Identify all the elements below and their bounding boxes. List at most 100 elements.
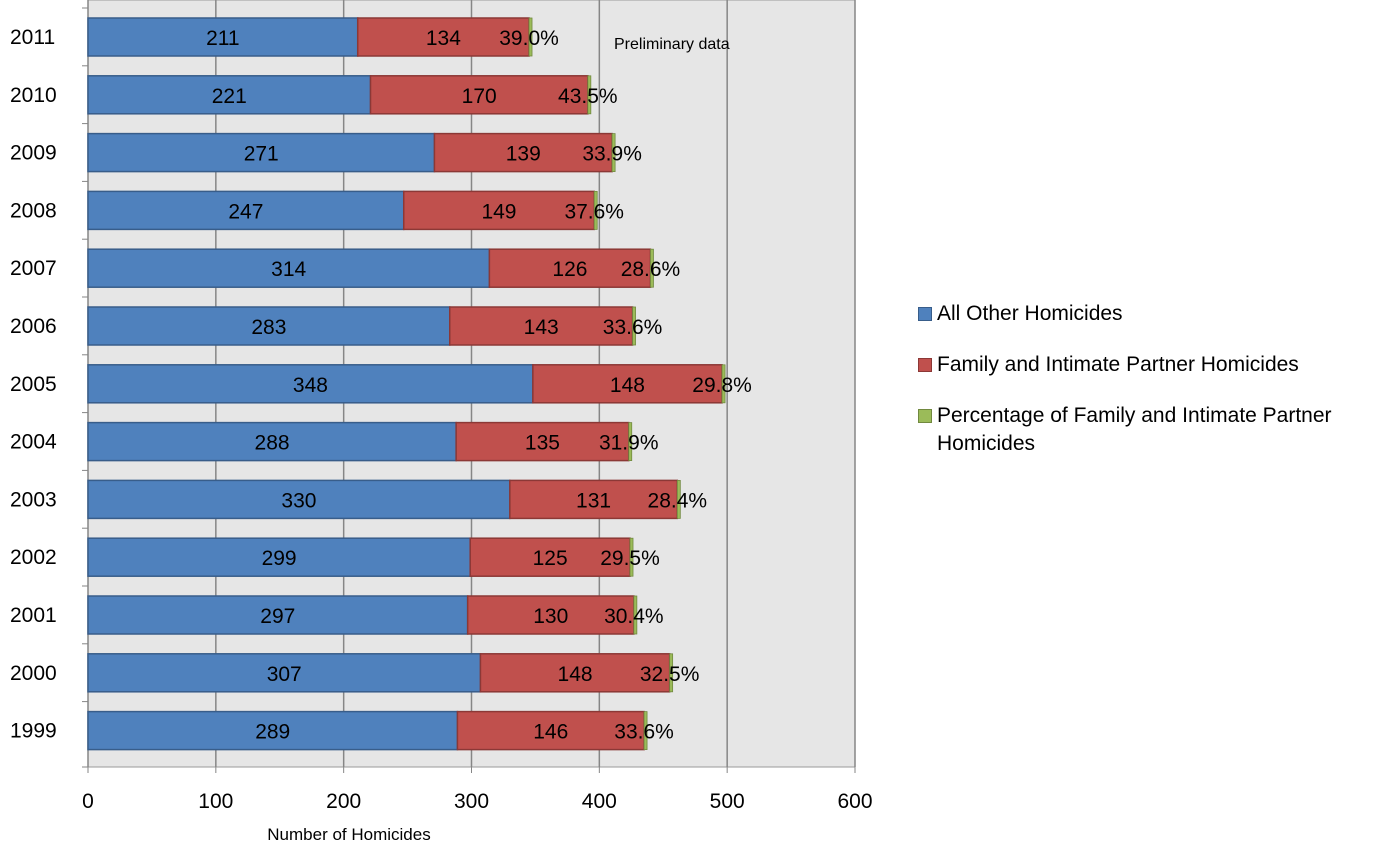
data-label-family-intimate: 135 xyxy=(525,432,560,455)
legend-item-percentage: Percentage of Family and Intimate Partne… xyxy=(918,402,1358,458)
bar-family-intimate xyxy=(479,653,671,693)
data-label-all-other: 289 xyxy=(255,721,290,744)
y-category-label: 2003 xyxy=(10,488,57,511)
data-label-family-intimate: 131 xyxy=(576,489,611,512)
y-category-label: 2011 xyxy=(10,26,55,49)
bar-percentage xyxy=(593,190,598,230)
data-label-all-other: 271 xyxy=(244,143,279,166)
data-label-family-intimate: 170 xyxy=(462,85,497,108)
x-tick-label: 200 xyxy=(326,790,361,813)
data-label-percentage: 30.4% xyxy=(604,605,664,628)
bar-all-other xyxy=(87,364,534,404)
bar-percentage xyxy=(629,537,634,577)
data-label-all-other: 330 xyxy=(281,489,316,512)
data-label-family-intimate: 146 xyxy=(533,721,568,744)
bar-family-intimate xyxy=(402,190,595,231)
y-category-label: 2002 xyxy=(10,546,57,569)
data-label-percentage: 32.5% xyxy=(640,663,700,686)
bar-family-intimate xyxy=(456,710,645,751)
bar-all-other xyxy=(87,595,469,635)
bar-family-intimate xyxy=(433,132,613,173)
y-category-label: 2009 xyxy=(10,142,57,165)
x-tick-label: 400 xyxy=(582,790,617,813)
bar-all-other xyxy=(87,537,471,577)
data-label-percentage: 33.6% xyxy=(603,316,663,339)
bar-all-other xyxy=(87,132,436,173)
y-category-label: 2004 xyxy=(10,431,57,454)
legend-label-all-other: All Other Homicides xyxy=(937,302,1123,325)
y-category-label: 2010 xyxy=(10,84,57,107)
bar-family-intimate xyxy=(466,595,635,635)
data-label-percentage: 33.9% xyxy=(582,143,642,166)
x-tick-label: 100 xyxy=(198,790,233,813)
y-category-label: 2000 xyxy=(10,662,57,685)
legend-swatch-all-other xyxy=(918,307,932,321)
y-category-label: 2008 xyxy=(10,199,57,222)
data-label-family-intimate: 125 xyxy=(533,547,568,570)
bar-all-other xyxy=(87,653,482,693)
legend: All Other Homicides Family and Intimate … xyxy=(918,300,1358,481)
data-label-family-intimate: 148 xyxy=(610,374,645,397)
data-label-all-other: 307 xyxy=(267,663,302,686)
x-axis-title: Number of Homicides xyxy=(267,825,430,844)
data-label-all-other: 297 xyxy=(260,605,295,628)
y-category-label: 2007 xyxy=(10,257,57,280)
legend-item-family-intimate: Family and Intimate Partner Homicides xyxy=(918,351,1358,379)
bar-percentage xyxy=(669,653,674,693)
data-label-family-intimate: 134 xyxy=(426,27,461,50)
data-label-percentage: 29.8% xyxy=(692,374,752,397)
bar-percentage xyxy=(632,306,636,346)
legend-swatch-percentage xyxy=(918,409,932,423)
legend-swatch-family-intimate xyxy=(918,358,932,372)
y-category-label: 2001 xyxy=(10,604,57,627)
bar-all-other xyxy=(87,75,372,115)
data-label-all-other: 314 xyxy=(271,258,306,281)
data-label-all-other: 299 xyxy=(262,547,297,570)
data-label-family-intimate: 148 xyxy=(558,663,593,686)
annotation-preliminary-data: Preliminary data xyxy=(614,36,730,53)
x-tick-label: 300 xyxy=(454,790,489,813)
data-label-percentage: 43.5% xyxy=(558,85,618,108)
data-label-percentage: 31.9% xyxy=(599,432,659,455)
bar-family-intimate xyxy=(356,17,530,57)
data-label-percentage: 33.6% xyxy=(614,721,674,744)
bar-percentage xyxy=(643,711,648,750)
y-category-label: 2006 xyxy=(10,315,57,338)
y-category-label: 1999 xyxy=(10,720,57,743)
data-label-percentage: 29.5% xyxy=(600,547,660,570)
bar-all-other xyxy=(87,306,451,346)
bar-family-intimate xyxy=(469,537,631,577)
x-tick-label: 500 xyxy=(710,790,745,813)
data-label-all-other: 348 xyxy=(293,374,328,397)
data-label-percentage: 37.6% xyxy=(564,200,624,223)
bar-percentage xyxy=(611,133,616,173)
y-category-label: 2005 xyxy=(10,373,57,396)
data-label-family-intimate: 130 xyxy=(533,605,568,628)
data-label-family-intimate: 126 xyxy=(552,258,587,281)
bar-family-intimate xyxy=(488,248,652,288)
data-label-all-other: 211 xyxy=(206,27,239,50)
bar-percentage xyxy=(676,479,681,519)
x-tick-label: 0 xyxy=(82,790,94,813)
data-label-all-other: 288 xyxy=(255,432,290,455)
data-label-all-other: 283 xyxy=(251,316,286,339)
bar-percentage xyxy=(721,364,726,404)
data-label-percentage: 28.4% xyxy=(648,489,708,512)
data-label-percentage: 28.6% xyxy=(621,258,681,281)
bar-family-intimate xyxy=(532,364,723,404)
bar-all-other xyxy=(87,479,511,520)
bar-family-intimate xyxy=(449,306,634,346)
legend-label-percentage: Percentage of Family and Intimate Partne… xyxy=(937,404,1332,455)
legend-item-all-other: All Other Homicides xyxy=(918,300,1358,328)
bar-percentage xyxy=(528,17,533,57)
legend-label-family-intimate: Family and Intimate Partner Homicides xyxy=(937,353,1299,376)
bar-all-other xyxy=(87,248,491,288)
bar-percentage xyxy=(628,422,633,462)
data-label-percentage: 39.0% xyxy=(499,27,559,50)
bar-percentage xyxy=(587,75,592,115)
data-label-all-other: 247 xyxy=(228,200,263,223)
bar-percentage xyxy=(650,248,654,288)
bar-all-other xyxy=(87,421,457,462)
